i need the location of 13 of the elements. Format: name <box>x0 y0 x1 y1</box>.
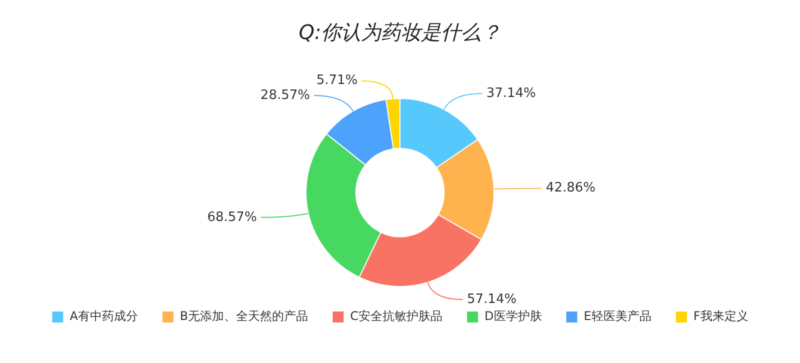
legend-label: D医学护肤 <box>484 309 542 324</box>
data-label: 68.57% <box>207 210 257 225</box>
data-label: 5.71% <box>316 73 358 88</box>
data-label: 57.14% <box>467 292 517 307</box>
data-label: 42.86% <box>546 180 596 196</box>
legend-label: A有中药成分 <box>70 309 138 324</box>
legend-label: C安全抗敏护肤品 <box>350 309 443 324</box>
data-label: 37.14% <box>486 86 536 101</box>
legend-label: F我来定义 <box>693 309 748 324</box>
data-label: 28.57% <box>260 88 310 103</box>
legend-label: B无添加、全天然的产品 <box>180 309 308 324</box>
legend-label: E轻医美产品 <box>584 309 652 324</box>
chart-title: Q:你认为药妆是什么？ <box>298 20 502 44</box>
